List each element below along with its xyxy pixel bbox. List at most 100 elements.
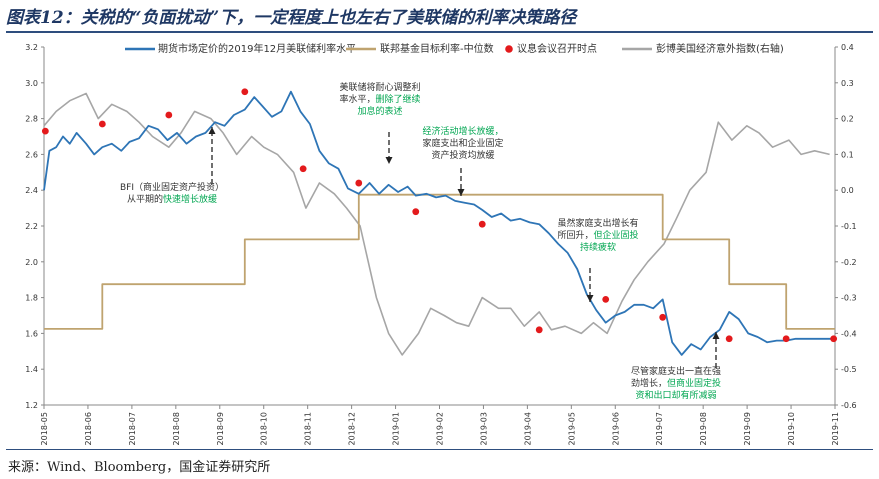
annotation-bfi: BFI（商业固定资产投资）从平期的快速增长放缓 [120,127,224,205]
legend-label-futures: 期货市场定价的2019年12月美联储利率水平 [158,42,356,55]
annotation-text-line: 家庭支出和企业固定 [422,137,503,149]
annotation-text-line: 所回升，但企业固投 [557,229,638,241]
annotation-text-span: 美联储将耐心调整利 [339,81,420,93]
annotation-text-span: 但商业固定投 [667,377,721,389]
annotation-text-span: 经济活动增长放缓， [422,125,503,137]
figure-title: 图表12：关税的“负面扰动”下，一定程度上也左右了美联储的利率决策路径 [6,8,577,28]
annotation-text-span: 资和出口却有所减弱 [635,389,716,401]
annotation-text-line: 虽然家庭支出增长有 [557,217,638,229]
legend: 期货市场定价的2019年12月美联储利率水平 联邦基金目标利率-中位数 议息会议… [125,42,784,55]
y-tick-label-left: 1.6 [25,329,38,338]
x-tick-label: 2018-05 [40,412,49,445]
y-tick-label-left: 1.8 [25,294,38,303]
x-tick-label: 2018-06 [84,412,93,445]
series-layer [41,88,838,356]
series-line-futures-implied-rate [43,90,834,356]
y-tick-label-left: 2.2 [25,222,38,231]
y-tick-label-right: -0.3 [841,294,857,303]
fomc-meeting-point [535,326,543,334]
series-line-fed-target-rate [44,193,835,330]
y-tick-label-left: 2.8 [25,115,38,124]
annotation-text-span: 但企业固投 [594,229,639,241]
annotation-text-line: 加息的表述 [357,105,402,117]
x-tick-label: 2019-03 [479,412,488,445]
annotation-arrow-head [586,295,594,302]
fomc-meeting-point [241,88,249,96]
fomc-meeting-point [299,165,307,173]
annotation-text-span: 快速增长放缓 [163,193,217,205]
annotation-text-line: 率水平，删除了继续 [339,93,420,105]
legend-label-fomc: 议息会议召开时点 [517,42,597,55]
annotation-text-line: 劲增长，但商业固定投 [631,377,721,389]
y-tick-label-right: 0.3 [841,79,854,88]
x-tick-label: 2019-08 [699,412,708,445]
annotation-text-line: BFI（商业固定资产投资） [120,181,224,193]
x-tick-label: 2018-10 [260,412,269,445]
fomc-meeting-point [782,335,790,343]
annotation-arrow-head [385,157,393,164]
annotation-text-span: 率水平， [339,93,375,105]
legend-swatch-fomc [505,45,513,53]
annotation-text-span: 资产投资均放缓 [431,149,494,161]
y-tick-label-left: 1.2 [25,401,38,410]
source-note: 来源：Wind、Bloomberg，国金证券研究所 [8,460,271,475]
series-line-economic-surprise [43,92,830,356]
y-tick-label-right: -0.1 [841,222,857,231]
fomc-meeting-point [412,208,420,216]
x-tick-label: 2019-05 [567,412,576,445]
y-tick-label-right: -0.5 [841,365,857,374]
y-tick-label-left: 3.2 [25,43,38,52]
x-tick-label: 2019-01 [392,412,401,445]
y-tick-label-right: 0.2 [841,115,854,124]
x-tick-label: 2018-07 [128,412,137,445]
fomc-meeting-point [602,295,610,303]
annotation-arrow-head [712,332,720,339]
legend-label-fed-target: 联邦基金目标利率-中位数 [380,42,494,55]
fomc-meeting-point [41,127,49,135]
x-tick-label: 2018-12 [348,412,357,445]
y-tick-label-left: 1.4 [25,365,38,374]
y-tick-label-left: 2.6 [25,150,38,159]
fomc-meeting-point [478,220,486,228]
x-tick-label: 2019-06 [611,412,620,445]
legend-label-surprise: 彭博美国经济意外指数(右轴) [656,42,784,55]
annotation-text-span: 尽管家庭支出一直在强 [631,365,721,377]
fed-rate-chart: 期货市场定价的2019年12月美联储利率水平 联邦基金目标利率-中位数 议息会议… [25,42,856,445]
fomc-meeting-point [98,120,106,128]
annotation-text-span: 删除了继续 [376,93,421,105]
annotation-text-line: 尽管家庭支出一直在强 [631,365,721,377]
annotation-text-span: 家庭支出和企业固定 [422,137,503,149]
x-tick-label: 2019-07 [655,412,664,445]
annotation-text-span: BFI（商业固定资产投资） [120,181,224,193]
x-tick-label: 2018-08 [172,412,181,445]
y-tick-label-right: 0.0 [841,186,854,195]
x-tick-label: 2019-10 [787,412,796,445]
x-tick-label: 2019-11 [831,412,840,445]
x-tick-label: 2019-02 [436,412,445,445]
annotation-text-line: 持续疲软 [580,241,616,253]
title-rule [6,31,873,33]
y-tick-label-right: -0.2 [841,258,857,267]
annotation-text-span: 虽然家庭支出增长有 [557,217,638,229]
y-tick-label-right: -0.6 [841,401,857,410]
annotations: BFI（商业固定资产投资）从平期的快速增长放缓 美联储将耐心调整利率水平，删除了继… [120,81,721,401]
fomc-meeting-point [830,335,838,343]
fomc-meeting-point [355,179,363,187]
annotation-arrow-head [457,189,465,196]
y-tick-label-left: 2.0 [25,258,38,267]
x-tick-label: 2019-09 [743,412,752,445]
axis-ticks: 3.2 3.0 2.8 2.6 2.4 2.2 2.0 1.8 1.6 1.4 1.2 0.4 0.3 0… [25,43,856,445]
y-tick-label-left: 2.4 [25,186,38,195]
annotation-text-span: 从平期的 [127,193,163,205]
x-tick-label: 2018-11 [304,412,313,445]
annotation-text-line: 美联储将耐心调整利 [339,81,420,93]
fomc-meeting-point [725,335,733,343]
x-tick-label: 2018-09 [216,412,225,445]
y-tick-label-left: 3.0 [25,79,38,88]
x-tick-label: 2019-04 [523,412,532,445]
annotation-text-span: 加息的表述 [357,105,402,117]
